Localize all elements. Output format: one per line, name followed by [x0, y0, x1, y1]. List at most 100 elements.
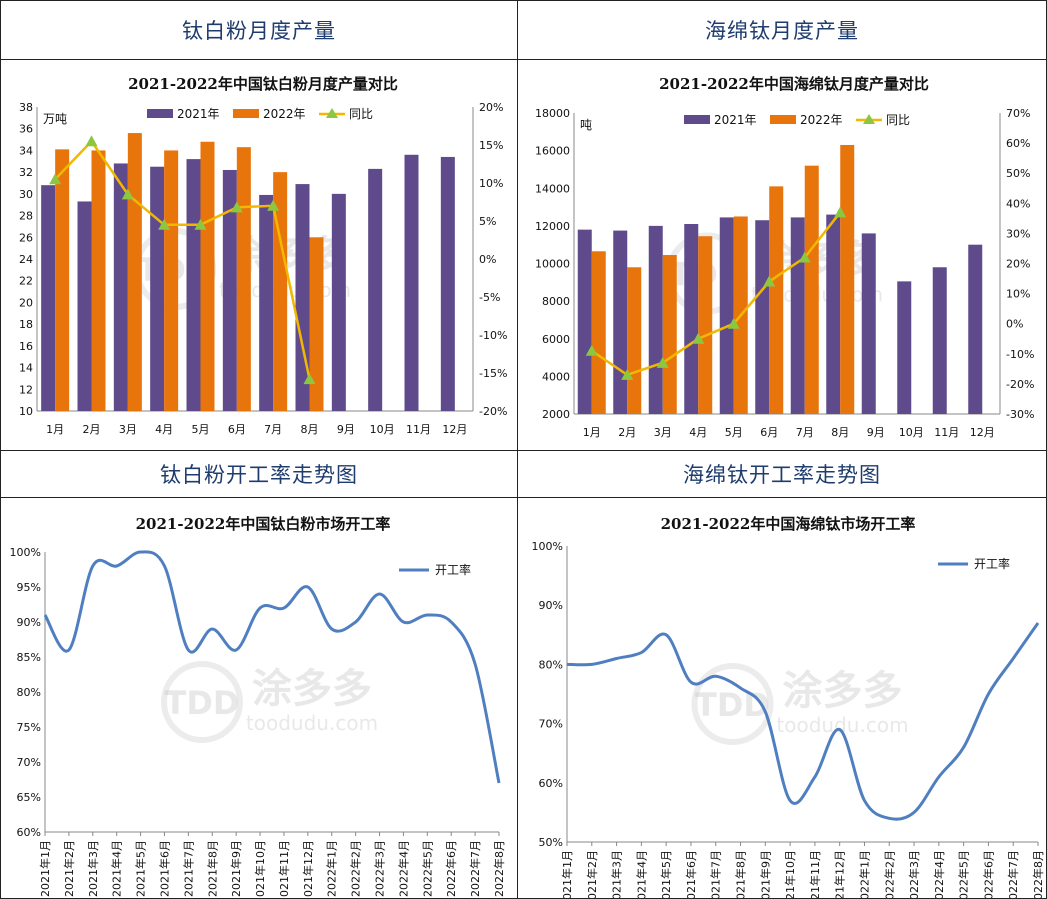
- x-tick-label: 2021年1月: [560, 850, 574, 898]
- y2-tick-label: 0%: [1006, 318, 1023, 331]
- yoy-marker: [158, 218, 171, 230]
- y-tick-label: 70%: [17, 756, 41, 769]
- panel-titanium-dioxide-operating-rate: 钛白粉开工率走势图 TDD 涂多多 toodudu.com 2021-2022年中国钛…: [0, 450, 518, 899]
- y-tick-label: 75%: [17, 721, 41, 734]
- legend-label: 开工率: [974, 556, 1010, 571]
- watermark-logo-ring: [161, 661, 243, 743]
- x-tick-label: 7月: [796, 426, 814, 439]
- bar-2022: [804, 165, 819, 414]
- y-tick-label: 80%: [539, 658, 563, 671]
- y2-tick-label: -5%: [479, 291, 500, 304]
- legend-label-2021: 2021年: [177, 107, 220, 121]
- x-tick-label: 2022年3月: [907, 850, 921, 898]
- x-tick-label: 2021年9月: [229, 840, 243, 897]
- y-tick-label: 18: [19, 318, 33, 331]
- legend-label-yoy: 同比: [349, 107, 373, 121]
- x-tick-label: 12月: [442, 423, 467, 436]
- bar-2022: [273, 172, 288, 411]
- y2-tick-label: -30%: [1006, 408, 1034, 421]
- y-tick-label: 2000: [542, 408, 570, 421]
- y-tick-label: 85%: [17, 651, 41, 664]
- x-tick-label: 3月: [119, 423, 137, 436]
- x-tick-label: 2022年3月: [373, 840, 387, 897]
- x-tick-label: 2021年11月: [277, 840, 291, 898]
- bar-2021: [684, 223, 699, 414]
- yoy-marker: [121, 188, 134, 200]
- x-tick-label: 5月: [192, 423, 210, 436]
- watermark-logo: TDD: [695, 686, 770, 724]
- chart-title: 2021-2022年中国钛白粉市场开工率: [136, 515, 391, 533]
- chart-titanium-dioxide-output: TDD涂多多toodudu.com2021-2022年中国钛白粉月度产量对比10…: [19, 75, 507, 436]
- y-tick-label: 4000: [542, 370, 570, 383]
- bar-2022: [698, 236, 713, 414]
- x-tick-label: 2022年5月: [957, 850, 971, 898]
- bar-2021: [150, 166, 165, 411]
- y2-tick-label: -20%: [1006, 378, 1034, 391]
- chart-title: 2021-2022年中国海绵钛市场开工率: [661, 515, 916, 533]
- y-tick-label: 100%: [532, 540, 563, 553]
- panel-header: 钛白粉开工率走势图: [1, 451, 517, 498]
- x-tick-label: 9月: [337, 423, 355, 436]
- x-tick-label: 1月: [46, 423, 64, 436]
- x-tick-label: 12月: [970, 426, 995, 439]
- y-tick-label: 70%: [539, 718, 563, 731]
- yoy-marker: [49, 173, 62, 185]
- x-tick-label: 2022年7月: [468, 840, 482, 897]
- y2-tick-label: -10%: [1006, 348, 1034, 361]
- yoy-marker: [692, 332, 705, 344]
- y2-tick-label: 15%: [479, 139, 503, 152]
- y-unit-label: 万吨: [43, 112, 67, 126]
- operating-rate-line: [43, 550, 501, 784]
- x-tick-label: 2月: [618, 426, 636, 439]
- y-tick-label: 6000: [542, 333, 570, 346]
- bar-2021: [790, 217, 805, 414]
- y-tick-label: 16: [19, 340, 33, 353]
- watermark-name: 涂多多: [252, 666, 372, 712]
- x-tick-label: 2021年4月: [110, 840, 124, 897]
- bar-2021: [440, 156, 455, 411]
- x-tick-label: 2022年6月: [981, 850, 995, 898]
- bar-2021: [577, 229, 592, 414]
- y2-tick-label: -15%: [479, 367, 507, 380]
- x-tick-label: 2022年8月: [492, 840, 506, 897]
- yoy-marker: [194, 218, 207, 230]
- panel-titanium-sponge-operating-rate: 海绵钛开工率走势图 TDD 涂多多 toodudu.com 2021-2022年中国海…: [517, 450, 1047, 899]
- x-tick-label: 2021年12月: [301, 840, 315, 898]
- y-tick-label: 10: [19, 405, 33, 418]
- bar-2021: [368, 168, 383, 411]
- x-tick-label: 2021年7月: [709, 850, 723, 898]
- y2-tick-label: 0%: [479, 253, 496, 266]
- legend-label-2022: 2022年: [800, 113, 843, 127]
- yoy-marker: [585, 344, 598, 356]
- y2-tick-label: 60%: [1006, 137, 1030, 150]
- y2-tick-label: 10%: [1006, 288, 1030, 301]
- legend-swatch-2021: [684, 115, 710, 124]
- y2-tick-label: 20%: [479, 101, 503, 114]
- panel-header: 海绵钛开工率走势图: [518, 451, 1046, 498]
- y-tick-label: 80%: [17, 686, 41, 699]
- bar-2021: [861, 233, 876, 414]
- x-tick-label: 2021年11月: [808, 850, 822, 898]
- yoy-line: [54, 139, 311, 380]
- yoy-marker: [303, 373, 316, 385]
- yoy-marker: [85, 135, 98, 147]
- y2-tick-label: 10%: [479, 177, 503, 190]
- y-tick-label: 28: [19, 210, 33, 223]
- y-tick-label: 90%: [539, 599, 563, 612]
- y2-tick-label: -20%: [479, 405, 507, 418]
- yoy-marker: [230, 201, 243, 213]
- chart-titanium-sponge-operating-rate: TDD 涂多多toodudu.com2021-2022年中国海绵钛市场开工率50%…: [532, 515, 1045, 898]
- watermark-name: 涂多多: [783, 668, 903, 714]
- panel-header: 海绵钛月度产量: [518, 1, 1046, 60]
- bar-2022: [840, 144, 855, 414]
- x-tick-label: 2021年3月: [610, 850, 624, 898]
- bar-2021: [932, 267, 947, 414]
- x-tick-label: 2022年5月: [420, 840, 434, 897]
- bar-2021: [41, 185, 56, 411]
- x-tick-label: 2022年1月: [857, 850, 871, 898]
- y2-tick-label: 70%: [1006, 107, 1030, 120]
- x-tick-label: 4月: [689, 426, 707, 439]
- y2-tick-label: 20%: [1006, 258, 1030, 271]
